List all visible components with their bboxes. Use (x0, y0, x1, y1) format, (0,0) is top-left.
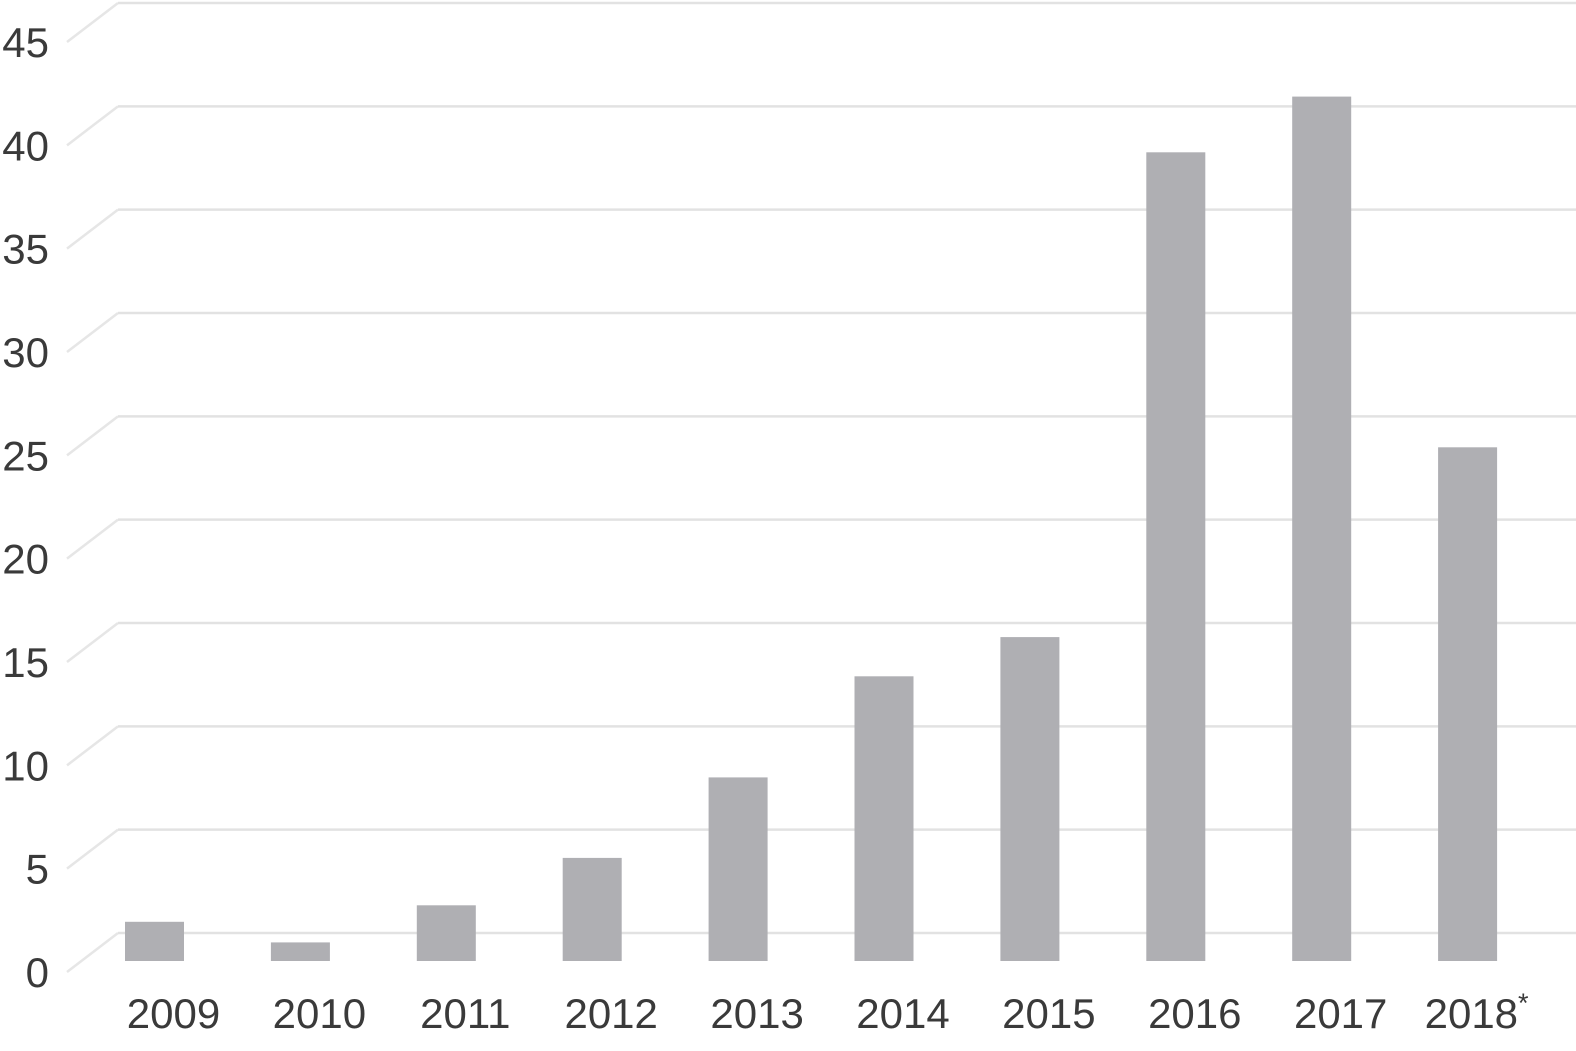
bar-2013 (708, 777, 768, 961)
y-tick-label-0: 0 (26, 949, 49, 996)
bar-2015 (1000, 637, 1060, 961)
bar-2011 (416, 905, 476, 961)
y-tick-label-40: 40 (2, 122, 49, 169)
gridline-diagonal-tick-35 (66, 208, 119, 250)
bar-2009 (125, 921, 184, 961)
x-label-2014: 2014 (856, 990, 949, 1037)
gridline-diagonal-tick-20 (66, 518, 119, 560)
bar-2016 (1146, 152, 1206, 962)
x-label-2015: 2015 (1002, 990, 1095, 1037)
x-label-2016: 2016 (1148, 990, 1241, 1037)
y-tick-label-20: 20 (2, 536, 49, 583)
y-tick-label-35: 35 (2, 226, 49, 273)
y-tick-label-45: 45 (2, 19, 49, 66)
y-tick-label-30: 30 (2, 329, 49, 376)
gridline-diagonal-tick-25 (66, 415, 119, 457)
x-label-2011: 2011 (420, 990, 510, 1037)
y-tick-label-10: 10 (2, 742, 49, 789)
bar-2018 (1438, 447, 1498, 961)
gridline-diagonal-tick-45 (66, 1, 119, 43)
x-label-2017: 2017 (1294, 990, 1387, 1037)
x-label-2010: 2010 (273, 990, 366, 1037)
gridline-diagonal-tick-10 (66, 725, 119, 767)
y-tick-label-15: 15 (2, 639, 49, 686)
bar-2017 (1292, 96, 1352, 962)
gridline-diagonal-tick-40 (66, 105, 119, 147)
x-label-2013: 2013 (710, 990, 803, 1037)
y-tick-label-5: 5 (26, 846, 49, 893)
bar-2010 (270, 942, 330, 961)
y-tick-label-25: 25 (2, 432, 49, 479)
gridline-diagonal-tick-5 (66, 828, 119, 870)
y-axis-labels-group: 0 5 10 15 20 25 30 35 40 45 (2, 19, 49, 996)
gridline-diagonal-tick-30 (66, 311, 119, 353)
gridline-diagonal-tick-15 (66, 622, 119, 663)
bar-2014 (854, 676, 914, 961)
bar-2012 (562, 857, 622, 961)
bars-group (125, 96, 1498, 962)
x-label-2012: 2012 (564, 990, 657, 1037)
x-axis-labels-group: 2009 2010 2011 2012 2013 2014 2015 2016 2017 2018… (127, 988, 1529, 1037)
gridline-diagonal-tick-0 (66, 932, 119, 973)
footnote-asterisk: * (1518, 988, 1529, 1018)
x-label-2009: 2009 (127, 990, 220, 1037)
x-label-2018: 2018* (1425, 988, 1529, 1037)
